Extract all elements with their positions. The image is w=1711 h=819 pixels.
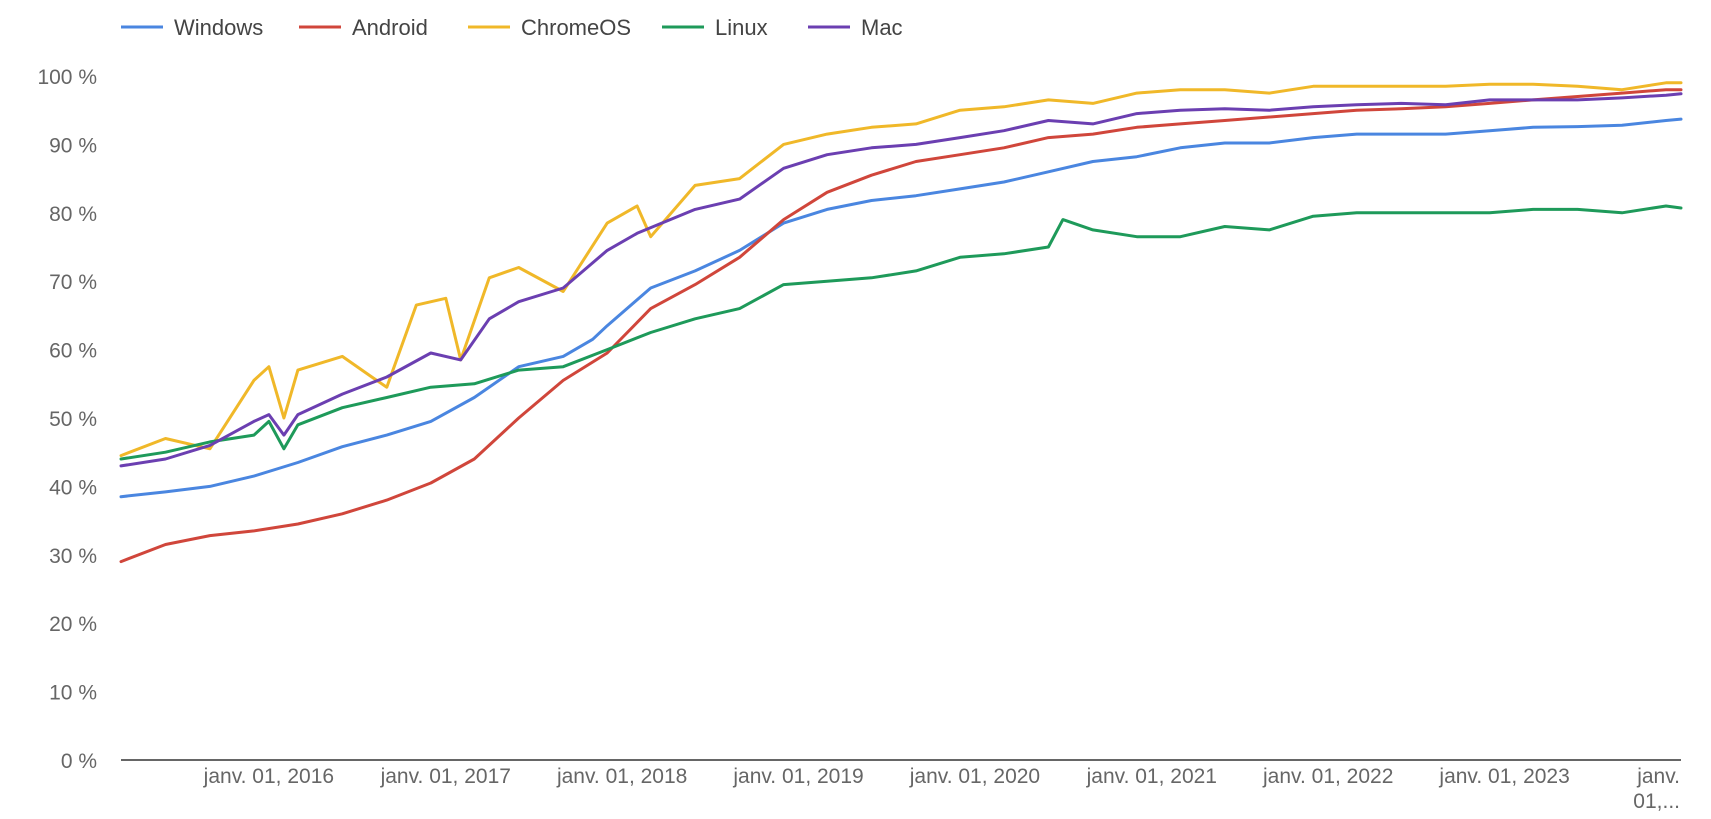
- series-line-android: [119, 88, 1683, 564]
- legend-label-chromeos: ChromeOS: [521, 15, 631, 40]
- series-layer: [119, 81, 1683, 564]
- y-tick-label: 10 %: [49, 682, 97, 705]
- x-tick-label: janv. 01, 2020: [909, 765, 1040, 788]
- y-tick-label: 100 %: [37, 66, 97, 89]
- series-line-chromeos: [119, 81, 1683, 458]
- x-tick-label: janv. 01, 2018: [556, 765, 687, 788]
- series-line-windows: [119, 117, 1683, 499]
- x-tick-label: janv. 01, 2021: [1086, 765, 1217, 788]
- x-tick-label: janv. 01, 2022: [1262, 765, 1393, 788]
- legend-label-android: Android: [352, 15, 428, 40]
- x-tick-label: janv. 01, 2016: [203, 765, 334, 788]
- series-line-linux: [119, 204, 1683, 461]
- y-tick-label: 80 %: [49, 203, 97, 226]
- y-tick-label: 30 %: [49, 545, 97, 568]
- y-tick-label: 40 %: [49, 476, 97, 499]
- x-axis: janv. 01, 2016 janv. 01, 2017 janv. 01, 20…: [121, 759, 1681, 813]
- series-line-mac: [119, 92, 1683, 468]
- y-tick-label: 60 %: [49, 340, 97, 363]
- legend-label-mac: Mac: [861, 15, 903, 40]
- legend-label-linux: Linux: [715, 15, 768, 40]
- x-tick-label: janv. 01,...: [1633, 765, 1680, 813]
- legend-label-windows: Windows: [174, 15, 263, 40]
- legend: Windows Android ChromeOS Linux Mac: [121, 15, 903, 40]
- y-tick-label: 90 %: [49, 134, 97, 157]
- y-tick-label: 0 %: [61, 750, 97, 773]
- y-tick-label: 50 %: [49, 408, 97, 431]
- y-axis: 0 % 10 % 20 % 30 % 40 % 50 % 60 % 70 % 80 % 90 % 1…: [37, 66, 97, 773]
- x-tick-label: janv. 01, 2017: [380, 765, 511, 788]
- x-tick-label: janv. 01, 2023: [1438, 765, 1569, 788]
- y-tick-label: 70 %: [49, 271, 97, 294]
- x-tick-label: janv. 01, 2019: [732, 765, 863, 788]
- y-tick-label: 20 %: [49, 613, 97, 636]
